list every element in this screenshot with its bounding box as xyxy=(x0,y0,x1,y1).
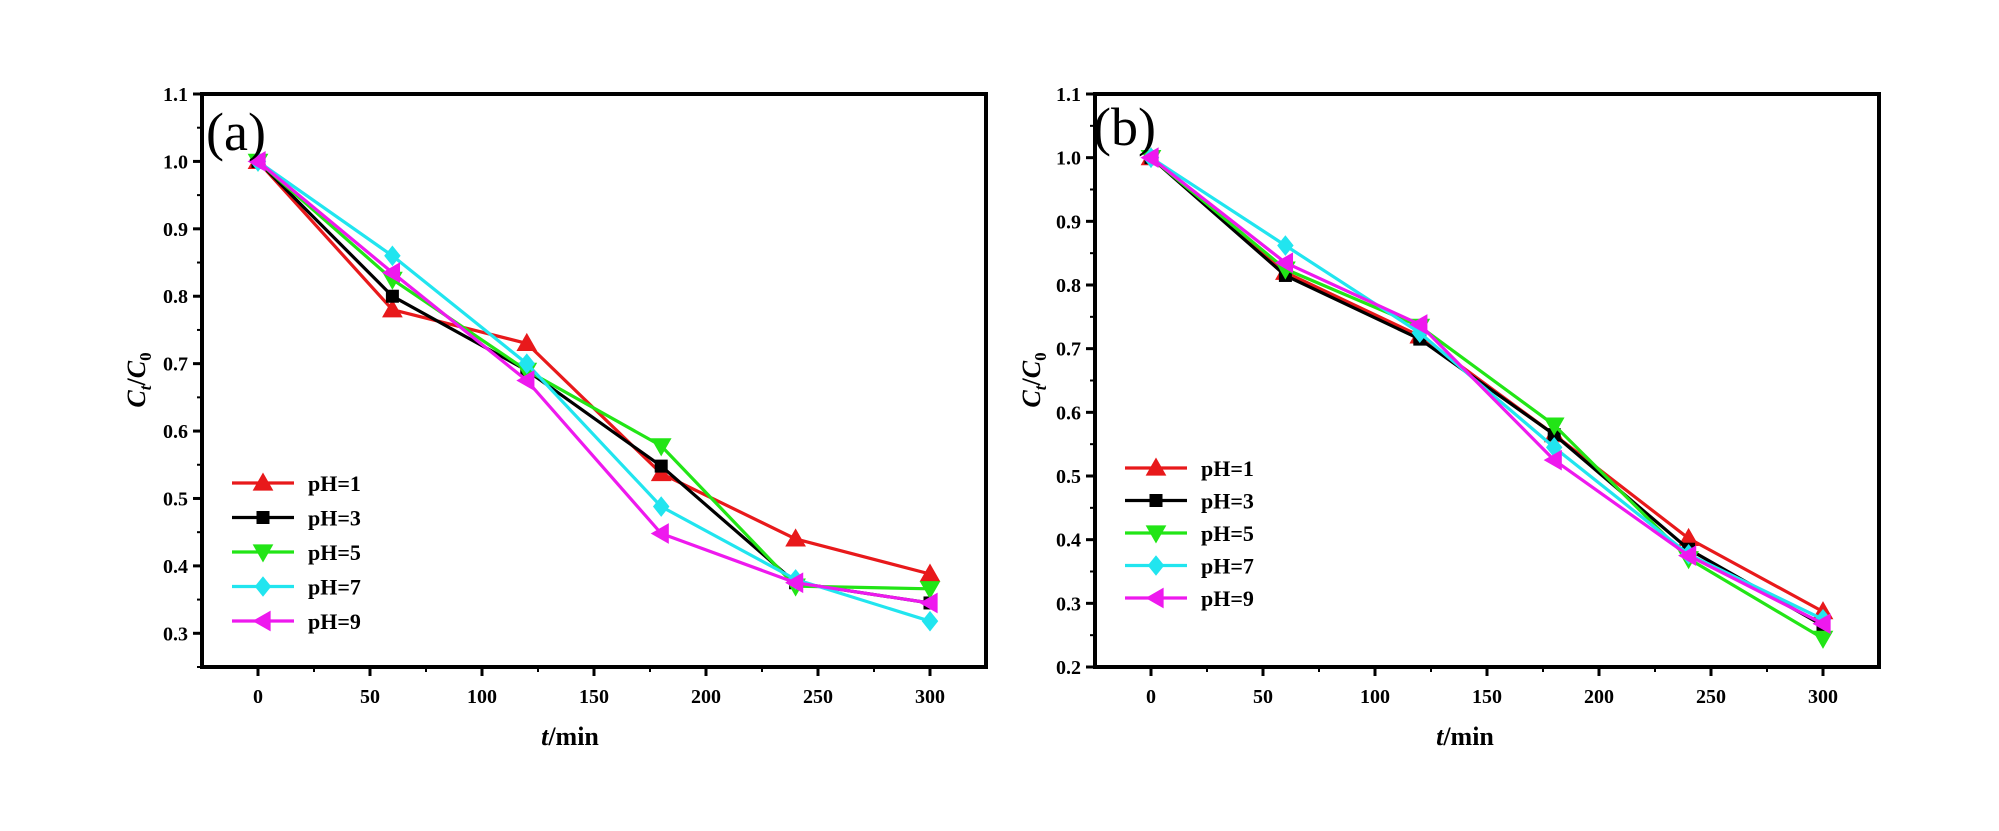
data-point-pH7 xyxy=(1277,235,1294,256)
x-tick-label: 50 xyxy=(360,686,380,708)
legend-marker-pH1 xyxy=(252,472,274,491)
panel-label-a: (a) xyxy=(206,102,266,162)
legend-marker-pH7 xyxy=(254,576,272,597)
series-line-pH5 xyxy=(1149,156,1824,640)
x-axis-title-b: t/min xyxy=(1436,722,1494,751)
legend-marker-pH9 xyxy=(252,610,271,632)
y-tick-label: 0.5 xyxy=(1056,466,1081,488)
data-point-pH9 xyxy=(1678,545,1697,566)
y-tick-label: 0.8 xyxy=(1056,275,1081,297)
data-point-pH5 xyxy=(1543,417,1565,436)
legend-label-pH7: pH=7 xyxy=(308,575,361,600)
x-tick-label: 250 xyxy=(803,686,833,708)
data-point-pH9 xyxy=(650,523,669,544)
legend-marker-pH5 xyxy=(252,544,274,563)
y-tick-label: 0.6 xyxy=(1056,402,1081,424)
panel-label-b: (b) xyxy=(1093,97,1156,157)
x-tick-label: 50 xyxy=(1253,686,1273,708)
y-tick-label: 1.1 xyxy=(1056,84,1081,106)
legend-label-pH1: pH=1 xyxy=(1201,456,1254,481)
data-point-pH9 xyxy=(1274,252,1294,274)
data-point-pH9 xyxy=(785,572,804,594)
y-tick-label: 0.5 xyxy=(163,488,188,510)
x-tick-label: 300 xyxy=(1808,686,1838,708)
x-tick-label: 100 xyxy=(467,686,497,708)
data-point-pH9 xyxy=(1812,613,1831,635)
y-tick-label: 1.0 xyxy=(163,151,188,173)
y-tick-label: 0.3 xyxy=(1056,593,1081,615)
legend-marker-pH5 xyxy=(1145,525,1167,544)
chart-panel-a: 0 50 100 150 200 250 300 0.3 0.4 0.5 0.6 0.7 0.8 0.9 1… xyxy=(122,84,988,751)
x-tick-label: 150 xyxy=(579,686,609,708)
y-tick-label: 0.7 xyxy=(163,354,188,376)
legend-marker-pH1 xyxy=(1145,457,1167,476)
legend-marker-pH7 xyxy=(1147,555,1165,576)
legend-marker-pH3 xyxy=(1149,494,1163,507)
data-point-pH9 xyxy=(1140,147,1159,169)
legend-label-pH3: pH=3 xyxy=(1201,489,1254,514)
legend-label-pH3: pH=3 xyxy=(308,506,361,531)
y-tick-label: 0.9 xyxy=(163,219,188,241)
y-tick-label: 0.8 xyxy=(163,286,188,308)
data-point-pH7 xyxy=(652,496,670,517)
data-point-pH9 xyxy=(1543,449,1562,471)
legend-label-pH7: pH=7 xyxy=(1201,554,1254,579)
y-tick-label: 0.9 xyxy=(1056,211,1081,233)
data-point-pH1 xyxy=(516,332,538,352)
data-point-pH9 xyxy=(516,370,535,391)
series-line-pH9 xyxy=(256,160,931,605)
data-point-pH3 xyxy=(385,289,399,303)
data-point-pH1 xyxy=(919,563,941,582)
y-axis-title-b: Ct/C0 xyxy=(1017,352,1050,407)
y-tick-label: 0.3 xyxy=(163,623,188,645)
series-line-pH9 xyxy=(1150,156,1824,626)
series-line-pH3 xyxy=(1149,156,1824,627)
y-tick-label: 1.0 xyxy=(1056,148,1081,170)
x-tick-label: 250 xyxy=(1696,686,1726,708)
data-point-pH5 xyxy=(919,581,941,600)
legend-label-pH1: pH=1 xyxy=(308,471,361,496)
legend-marker-pH3 xyxy=(256,511,270,524)
y-tick-label: 0.4 xyxy=(1056,530,1081,552)
data-point-pH1 xyxy=(785,528,806,547)
data-point-pH1 xyxy=(382,299,403,318)
y-axis-title-a: Ct/C0 xyxy=(122,352,155,407)
x-tick-label: 0 xyxy=(1146,686,1156,708)
data-point-pH7 xyxy=(518,353,536,374)
data-point-pH9 xyxy=(381,262,401,284)
legend-marker-pH9 xyxy=(1145,587,1164,609)
x-axis-title-a: t/min xyxy=(541,722,599,751)
y-tick-label: 1.1 xyxy=(163,84,188,106)
legend-label-pH9: pH=9 xyxy=(1201,586,1254,611)
y-tick-label: 0.2 xyxy=(1056,657,1081,679)
legend-label-pH5: pH=5 xyxy=(308,540,361,565)
x-tick-label: 150 xyxy=(1472,686,1502,708)
legend-a: pH=1 pH=3 pH=5 pH=7 pH=9 xyxy=(232,471,361,634)
data-point-pH5 xyxy=(1812,630,1834,649)
data-point-pH7 xyxy=(384,245,401,267)
x-tick-label: 100 xyxy=(1360,686,1390,708)
y-tick-label: 0.4 xyxy=(163,556,188,578)
x-tick-label: 200 xyxy=(691,686,721,708)
chart-panel-b: 0 50 100 150 200 250 300 0.2 0.3 0.4 0.5 0.6 0.7 0.8 0… xyxy=(1017,84,1881,751)
data-point-pH3 xyxy=(654,459,668,473)
data-point-pH5 xyxy=(650,438,672,457)
data-point-pH9 xyxy=(919,592,938,614)
legend-label-pH5: pH=5 xyxy=(1201,521,1254,546)
x-tick-label: 300 xyxy=(915,686,945,708)
x-tick-label: 0 xyxy=(253,686,263,708)
data-point-pH7 xyxy=(921,610,939,632)
legend-label-pH9: pH=9 xyxy=(308,609,361,634)
data-point-pH9 xyxy=(247,151,266,172)
data-point-pH9 xyxy=(1409,314,1428,335)
y-tick-label: 0.7 xyxy=(1056,339,1081,361)
x-tick-label: 200 xyxy=(1584,686,1614,708)
legend-b: pH=1 pH=3 pH=5 pH=7 pH=9 xyxy=(1125,456,1254,611)
y-tick-label: 0.6 xyxy=(163,421,188,443)
